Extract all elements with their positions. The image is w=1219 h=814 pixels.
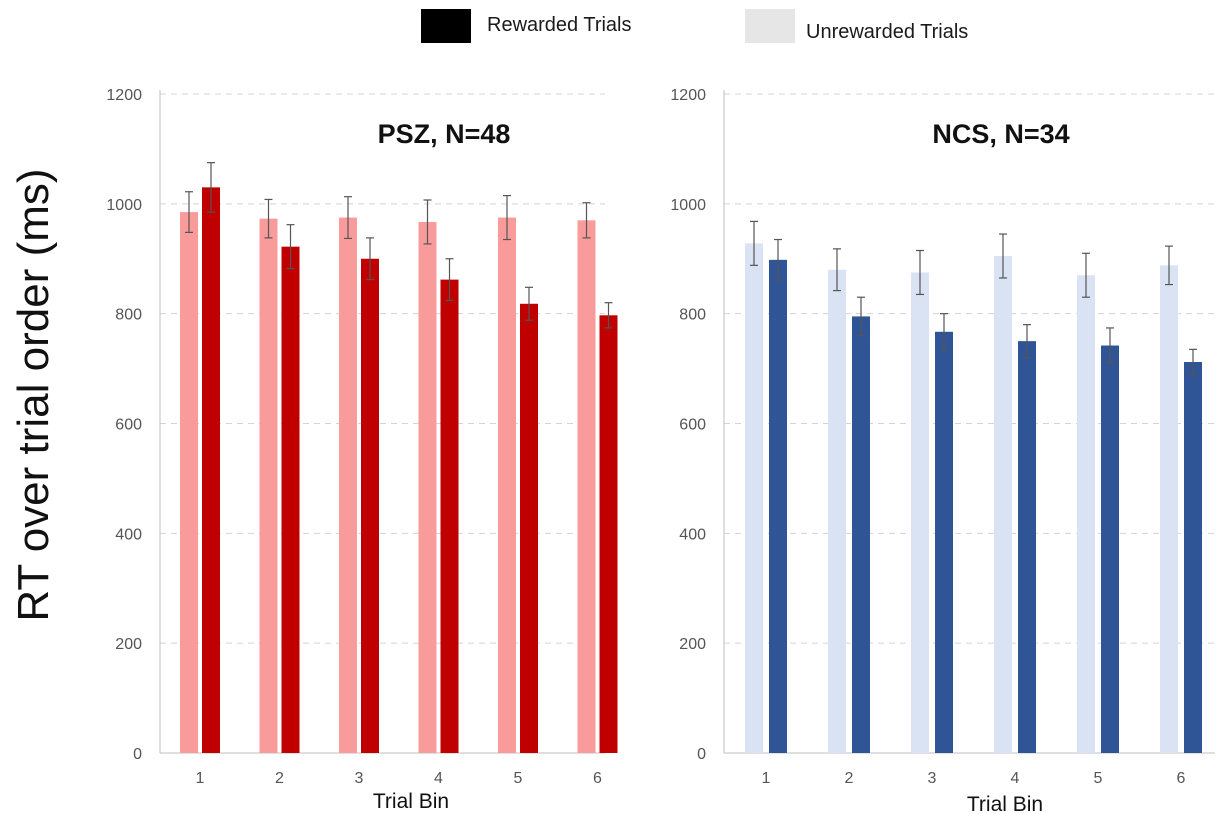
x-tick-label: 1 xyxy=(196,770,205,787)
bar-unrewarded xyxy=(1077,275,1095,753)
y-tick-label: 400 xyxy=(679,526,706,543)
x-axis-label: Trial Bin xyxy=(373,790,449,813)
legend-swatch-rewarded xyxy=(421,9,471,43)
bar-rewarded xyxy=(361,258,379,753)
y-tick-label: 0 xyxy=(133,746,142,763)
bar-unrewarded xyxy=(577,220,596,753)
bar-unrewarded xyxy=(259,218,278,753)
y-tick-label: 600 xyxy=(115,417,142,434)
y-tick-label: 0 xyxy=(697,746,706,763)
bar-rewarded xyxy=(440,279,459,753)
y-tick-label: 1000 xyxy=(670,197,706,214)
x-tick-label: 5 xyxy=(1094,770,1103,787)
legend: Rewarded Trials Unrewarded Trials xyxy=(0,0,1219,60)
legend-swatch-unrewarded xyxy=(745,9,795,43)
x-tick-label: 4 xyxy=(434,770,443,787)
bar-unrewarded xyxy=(828,269,846,753)
bar-rewarded xyxy=(202,187,220,753)
x-tick-label: 6 xyxy=(1177,770,1186,787)
chart-psz: 0 200 400 600 800 1000 1200 1 2 3 4 5 6 PSZ, N=48 Tria… xyxy=(106,87,618,813)
y-tick-label: 1200 xyxy=(106,87,142,104)
x-tick-label: 4 xyxy=(1011,770,1020,787)
y-tick-label: 200 xyxy=(115,636,142,653)
legend-label-rewarded: Rewarded Trials xyxy=(487,14,632,36)
legend-label-unrewarded: Unrewarded Trials xyxy=(806,21,969,43)
y-tick-label: 1000 xyxy=(106,197,142,214)
bar-unrewarded xyxy=(180,212,198,754)
bar-rewarded xyxy=(852,316,870,753)
x-axis-label: Trial Bin xyxy=(967,793,1043,814)
y-tick-label: 400 xyxy=(115,526,142,543)
bar-rewarded xyxy=(769,259,787,753)
chart-ncs: 0 200 400 600 800 1000 1200 1 2 3 4 5 6 NCS, N=34 Tria… xyxy=(670,87,1215,814)
bar-rewarded xyxy=(599,315,618,753)
bar-rewarded xyxy=(1018,341,1036,753)
y-tick-label: 1200 xyxy=(670,87,706,104)
bar-rewarded xyxy=(935,331,953,753)
y-tick-label: 600 xyxy=(679,417,706,434)
y-tick-label: 200 xyxy=(679,636,706,653)
x-tick-label: 1 xyxy=(762,770,771,787)
x-tick-label: 6 xyxy=(593,770,602,787)
x-tick-label: 2 xyxy=(275,770,284,787)
bar-unrewarded xyxy=(418,221,437,754)
bar-unrewarded xyxy=(911,272,929,753)
bar-unrewarded xyxy=(498,217,516,753)
x-tick-label: 3 xyxy=(355,770,364,787)
y-tick-label: 800 xyxy=(679,307,706,324)
x-tick-label: 2 xyxy=(845,770,854,787)
bar-rewarded xyxy=(1184,361,1202,753)
bar-unrewarded xyxy=(1160,265,1178,753)
bar-rewarded xyxy=(1101,345,1119,753)
bar-unrewarded xyxy=(994,256,1012,753)
y-tick-label: 800 xyxy=(115,307,142,324)
bar-rewarded xyxy=(281,246,300,753)
bar-unrewarded xyxy=(745,243,763,753)
chart-title: NCS, N=34 xyxy=(932,119,1069,149)
x-tick-label: 3 xyxy=(928,770,937,787)
x-tick-label: 5 xyxy=(514,770,523,787)
bar-rewarded xyxy=(520,303,538,753)
chart-title: PSZ, N=48 xyxy=(378,119,511,149)
bar-unrewarded xyxy=(339,217,357,753)
